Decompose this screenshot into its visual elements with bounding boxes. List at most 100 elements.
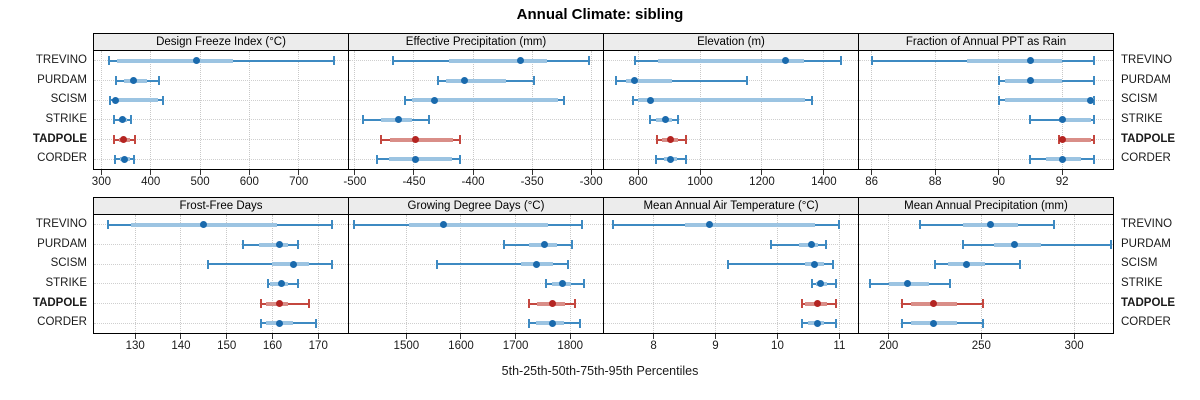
grid-line-vertical xyxy=(298,51,300,169)
median-dot xyxy=(963,260,971,268)
median-dot xyxy=(395,116,403,124)
site-label-right-strike: STRIKE xyxy=(1121,112,1163,125)
grid-line-horizontal xyxy=(859,303,1113,304)
grid-line-vertical xyxy=(150,51,152,169)
whisker-end-cap xyxy=(129,115,132,125)
axis-tick xyxy=(871,170,873,175)
grid-line-vertical xyxy=(980,215,982,333)
median-dot xyxy=(289,260,297,268)
whisker-end-cap xyxy=(648,115,651,125)
site-label-left-strike: STRIKE xyxy=(45,112,87,125)
axis-tick xyxy=(298,170,300,175)
grid-line-horizontal xyxy=(604,322,858,324)
median-dot xyxy=(929,300,937,307)
whisker-end-cap xyxy=(109,95,112,105)
whisker-end-cap xyxy=(934,259,936,269)
axis-tick-label: 9 xyxy=(712,340,719,352)
axis-tick xyxy=(199,170,201,175)
median-dot xyxy=(119,116,127,124)
grid-line-horizontal xyxy=(349,283,603,285)
panel-strip-title: Elevation (m) xyxy=(603,33,859,51)
grid-line-vertical xyxy=(515,215,517,333)
panel-strip-title: Frost-Free Days xyxy=(93,197,349,215)
axis-tick-label: 600 xyxy=(239,176,259,188)
median-dot xyxy=(781,57,789,65)
whisker-end-cap xyxy=(314,318,317,328)
whisker-end-cap xyxy=(770,240,773,249)
axis-tick-label: 170 xyxy=(308,340,328,352)
whisker-end-cap xyxy=(838,220,841,230)
percentile-bar xyxy=(658,58,804,63)
axis-tick xyxy=(761,170,763,175)
median-dot xyxy=(461,77,469,84)
median-dot xyxy=(200,221,208,229)
whisker-end-cap xyxy=(544,279,547,289)
whisker-end-cap xyxy=(1092,76,1095,85)
whisker-end-cap xyxy=(459,154,462,164)
axis-tick-label: 800 xyxy=(628,176,648,188)
panel-plot xyxy=(93,214,349,334)
panel-plot xyxy=(603,214,859,334)
whisker-end-cap xyxy=(1110,240,1113,249)
axis-tick-label: 300 xyxy=(1064,340,1084,352)
median-dot xyxy=(559,280,567,288)
whisker-end-cap xyxy=(746,76,749,85)
whisker-end-cap xyxy=(1052,220,1055,230)
site-label-right-tadpole: TADPOLE xyxy=(1121,132,1176,145)
whisker-end-cap xyxy=(134,135,137,144)
whisker-end-cap xyxy=(1092,56,1095,66)
grid-line-vertical xyxy=(460,215,462,333)
median-dot xyxy=(987,221,995,229)
whisker-end-cap xyxy=(655,154,658,164)
axis-tick xyxy=(472,170,474,175)
percentile-bar xyxy=(258,242,289,247)
grid-line-horizontal xyxy=(94,99,348,101)
site-label-left-scism: SCISM xyxy=(50,93,87,106)
median-dot xyxy=(120,155,128,163)
panel-plot xyxy=(348,50,604,170)
median-dot xyxy=(516,57,524,65)
whisker-end-cap xyxy=(527,299,530,308)
grid-line-horizontal xyxy=(604,244,858,245)
whisker-end-cap xyxy=(685,154,688,164)
percentile-bar xyxy=(638,98,806,103)
whisker-end-cap xyxy=(835,279,838,289)
whisker-end-cap xyxy=(982,299,985,308)
axis-tick xyxy=(460,334,462,339)
panel-strip-title: Fraction of Annual PPT as Rain xyxy=(858,33,1114,51)
grid-line-horizontal xyxy=(349,322,603,324)
whisker-end-cap xyxy=(107,56,110,66)
axis-tick xyxy=(823,170,825,175)
site-label-right-corder: CORDER xyxy=(1121,152,1171,165)
panel-strip-title: Growing Degree Days (°C) xyxy=(348,197,604,215)
whisker-end-cap xyxy=(114,154,117,164)
site-label-left-scism: SCISM xyxy=(50,257,87,270)
whisker-end-cap xyxy=(869,279,872,289)
axis-tick xyxy=(980,334,982,339)
whisker-end-cap xyxy=(1092,115,1095,125)
grid-line-vertical xyxy=(226,215,228,333)
site-label-right-trevino: TREVINO xyxy=(1121,217,1173,230)
axis-tick-label: 140 xyxy=(171,340,191,352)
site-label-left-purdam: PURDAM xyxy=(37,237,87,250)
median-dot xyxy=(1058,136,1066,143)
axis-tick xyxy=(888,334,890,339)
whisker-end-cap xyxy=(308,299,311,308)
median-dot xyxy=(903,280,911,288)
median-dot xyxy=(540,241,548,248)
grid-line-vertical xyxy=(776,215,778,333)
grid-line-vertical xyxy=(199,51,201,169)
axis-tick-label: 11 xyxy=(833,340,846,352)
median-dot xyxy=(705,221,713,229)
site-label-right-purdam: PURDAM xyxy=(1121,237,1171,250)
median-dot xyxy=(631,77,639,84)
whisker-end-cap xyxy=(685,135,688,144)
axis-tick-label: 160 xyxy=(262,340,283,352)
site-label-left-trevino: TREVINO xyxy=(35,53,87,66)
panel-plot xyxy=(858,214,1114,334)
whisker-end-cap xyxy=(824,240,827,249)
site-label-right-scism: SCISM xyxy=(1121,93,1158,106)
median-dot xyxy=(275,300,283,307)
whisker-end-cap xyxy=(391,56,394,66)
grid-line-horizontal xyxy=(604,158,858,160)
